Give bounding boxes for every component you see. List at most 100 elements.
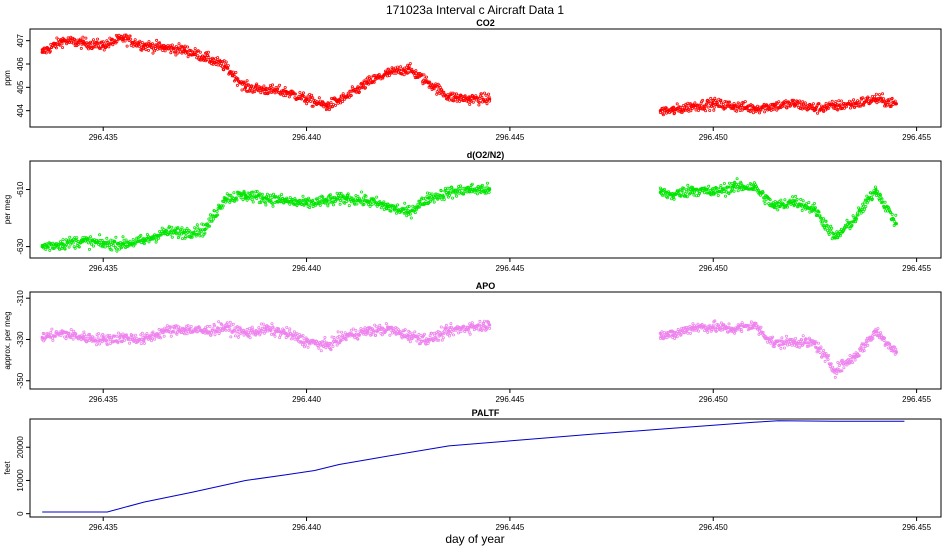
data-point	[305, 102, 309, 106]
data-point	[138, 338, 142, 342]
data-point	[188, 327, 192, 331]
data-point	[722, 190, 726, 194]
data-point	[327, 201, 331, 205]
data-point	[241, 198, 245, 202]
data-point	[318, 203, 322, 207]
data-point	[736, 189, 740, 193]
data-point	[113, 240, 117, 244]
data-point	[145, 42, 149, 46]
data-point	[872, 333, 876, 337]
data-point	[231, 322, 235, 326]
data-point	[374, 333, 378, 337]
data-point	[284, 199, 288, 203]
data-point	[245, 327, 249, 331]
data-point	[850, 223, 854, 227]
data-point	[382, 200, 386, 204]
data-point	[242, 191, 246, 195]
data-point	[105, 343, 109, 347]
data-point	[733, 331, 737, 335]
data-point	[306, 94, 310, 98]
data-point	[326, 204, 330, 208]
data-point	[679, 194, 683, 198]
data-point	[206, 50, 210, 54]
data-point	[817, 341, 821, 345]
series-segment-2	[658, 319, 898, 379]
data-point	[175, 330, 179, 334]
data-point	[485, 185, 489, 189]
data-point	[107, 45, 111, 49]
data-point	[167, 225, 171, 229]
data-point	[466, 185, 470, 189]
data-point	[103, 245, 107, 249]
data-point	[719, 183, 723, 187]
data-point	[477, 323, 481, 327]
data-point	[250, 84, 254, 88]
data-point	[722, 181, 726, 185]
data-point	[189, 324, 193, 328]
data-point	[691, 187, 695, 192]
data-point	[101, 242, 105, 246]
y-axis-label: approx. per meg	[3, 311, 12, 369]
data-point	[818, 351, 822, 355]
data-point	[325, 104, 329, 108]
data-point	[264, 196, 268, 200]
data-point	[710, 104, 714, 108]
data-point	[224, 60, 228, 64]
data-point	[162, 230, 166, 234]
data-point	[131, 44, 135, 48]
x-tick-label: 296.435	[89, 395, 118, 404]
data-point	[180, 226, 184, 230]
data-point	[42, 332, 46, 336]
data-point	[681, 104, 685, 108]
data-point	[46, 245, 50, 249]
data-point	[60, 246, 64, 250]
data-point	[865, 340, 869, 344]
data-point	[759, 325, 763, 329]
data-point	[250, 198, 254, 202]
data-point	[40, 50, 44, 54]
data-point	[165, 324, 169, 328]
data-point	[424, 75, 428, 79]
data-point	[752, 323, 756, 327]
data-point	[109, 41, 113, 45]
data-point	[337, 196, 341, 200]
data-point	[449, 189, 453, 193]
data-point	[194, 234, 198, 238]
data-point	[158, 331, 162, 335]
data-point	[887, 101, 891, 105]
data-point	[712, 105, 716, 109]
data-point	[283, 86, 287, 90]
data-point	[408, 340, 412, 344]
data-point	[97, 242, 101, 246]
data-point	[270, 196, 274, 200]
data-point	[826, 357, 830, 361]
data-point	[482, 91, 486, 95]
data-point	[256, 89, 260, 93]
data-point	[862, 201, 866, 205]
data-point	[219, 326, 223, 330]
data-point	[670, 333, 675, 337]
data-point	[418, 341, 422, 345]
data-point	[711, 190, 715, 194]
data-point	[61, 245, 65, 249]
data-point	[840, 358, 844, 362]
data-point	[292, 202, 296, 206]
data-point	[389, 71, 393, 75]
data-point	[77, 245, 81, 249]
data-point	[383, 330, 387, 334]
data-point	[96, 336, 100, 340]
data-point	[751, 111, 755, 115]
data-point	[92, 244, 96, 248]
data-point	[205, 58, 209, 62]
data-point	[99, 46, 103, 50]
data-point	[894, 347, 898, 351]
data-point	[254, 333, 258, 337]
data-point	[670, 193, 675, 197]
data-point	[307, 198, 311, 202]
data-point	[403, 201, 407, 205]
data-point	[44, 247, 48, 251]
data-point	[427, 196, 431, 200]
data-point	[195, 223, 199, 227]
data-point	[355, 87, 359, 91]
data-point	[780, 336, 784, 340]
